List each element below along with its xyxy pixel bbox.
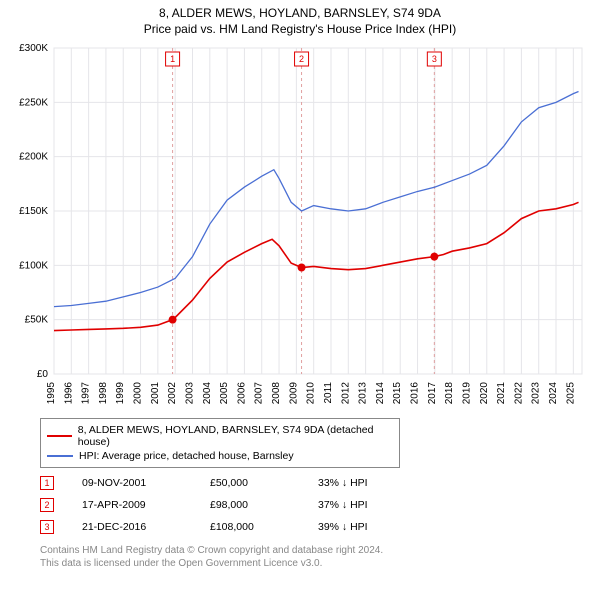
svg-text:2024: 2024 [548,382,559,405]
transaction-delta: 33% ↓ HPI [318,477,368,489]
svg-text:1998: 1998 [98,382,109,405]
svg-text:2011: 2011 [323,382,334,404]
svg-text:£0: £0 [37,369,49,380]
svg-text:2015: 2015 [392,382,403,405]
svg-text:2006: 2006 [236,382,247,405]
svg-text:2004: 2004 [202,382,213,405]
svg-text:2: 2 [299,54,304,64]
svg-text:2013: 2013 [358,382,369,405]
transaction-date: 09-NOV-2001 [82,477,182,489]
footer-attribution: Contains HM Land Registry data © Crown c… [40,544,590,570]
svg-text:2010: 2010 [306,382,317,405]
svg-text:2003: 2003 [184,382,195,405]
svg-text:2009: 2009 [288,382,299,405]
footer-line1: Contains HM Land Registry data © Crown c… [40,544,590,557]
svg-text:£300K: £300K [19,43,48,54]
svg-text:2019: 2019 [461,382,472,405]
transaction-badge: 2 [40,498,54,512]
transaction-delta: 37% ↓ HPI [318,499,368,511]
svg-text:£50K: £50K [25,315,49,326]
svg-text:2018: 2018 [444,382,455,405]
svg-text:2017: 2017 [427,382,438,405]
svg-text:3: 3 [432,54,437,64]
legend-item-property: 8, ALDER MEWS, HOYLAND, BARNSLEY, S74 9D… [47,423,393,449]
svg-text:2002: 2002 [167,382,178,405]
transaction-row: 2 17-APR-2009 £98,000 37% ↓ HPI [40,494,590,516]
svg-text:2021: 2021 [496,382,507,405]
svg-text:1995: 1995 [46,382,57,405]
transaction-table: 1 09-NOV-2001 £50,000 33% ↓ HPI 2 17-APR… [40,472,590,538]
chart-title-sub: Price paid vs. HM Land Registry's House … [0,20,600,40]
svg-text:2014: 2014 [375,382,386,405]
legend-item-hpi: HPI: Average price, detached house, Barn… [47,449,393,463]
svg-text:2020: 2020 [479,382,490,405]
transaction-badge: 3 [40,520,54,534]
chart-container: 8, ALDER MEWS, HOYLAND, BARNSLEY, S74 9D… [0,0,600,590]
svg-text:1997: 1997 [81,382,92,405]
transaction-price: £108,000 [210,521,290,533]
svg-text:2008: 2008 [271,382,282,405]
svg-text:1996: 1996 [63,382,74,405]
chart-title-address: 8, ALDER MEWS, HOYLAND, BARNSLEY, S74 9D… [0,0,600,20]
svg-text:£100K: £100K [19,260,48,271]
svg-text:2025: 2025 [565,382,576,405]
svg-text:2007: 2007 [254,382,265,405]
svg-text:2012: 2012 [340,382,351,405]
svg-text:2023: 2023 [531,382,542,405]
svg-text:2000: 2000 [133,382,144,405]
footer-line2: This data is licensed under the Open Gov… [40,557,590,570]
svg-text:2005: 2005 [219,382,230,405]
legend-label-hpi: HPI: Average price, detached house, Barn… [79,450,294,462]
legend-label-property: 8, ALDER MEWS, HOYLAND, BARNSLEY, S74 9D… [78,424,393,448]
transaction-date: 21-DEC-2016 [82,521,182,533]
svg-text:1999: 1999 [115,382,126,405]
svg-text:£150K: £150K [19,206,48,217]
legend-swatch-property [47,435,72,437]
svg-text:1: 1 [170,54,175,64]
chart-plot: £0 £50K £100K £150K £200K £250K £300K 1995 1996 1… [10,40,590,410]
svg-text:2022: 2022 [513,382,524,405]
svg-text:£250K: £250K [19,97,48,108]
transaction-row: 1 09-NOV-2001 £50,000 33% ↓ HPI [40,472,590,494]
transaction-price: £98,000 [210,499,290,511]
svg-text:£200K: £200K [19,152,48,163]
legend-swatch-hpi [47,455,73,457]
transaction-delta: 39% ↓ HPI [318,521,368,533]
svg-text:2001: 2001 [150,382,161,405]
legend: 8, ALDER MEWS, HOYLAND, BARNSLEY, S74 9D… [40,418,400,468]
transaction-badge: 1 [40,476,54,490]
svg-text:2016: 2016 [410,382,421,405]
transaction-price: £50,000 [210,477,290,489]
transaction-date: 17-APR-2009 [82,499,182,511]
transaction-row: 3 21-DEC-2016 £108,000 39% ↓ HPI [40,516,590,538]
